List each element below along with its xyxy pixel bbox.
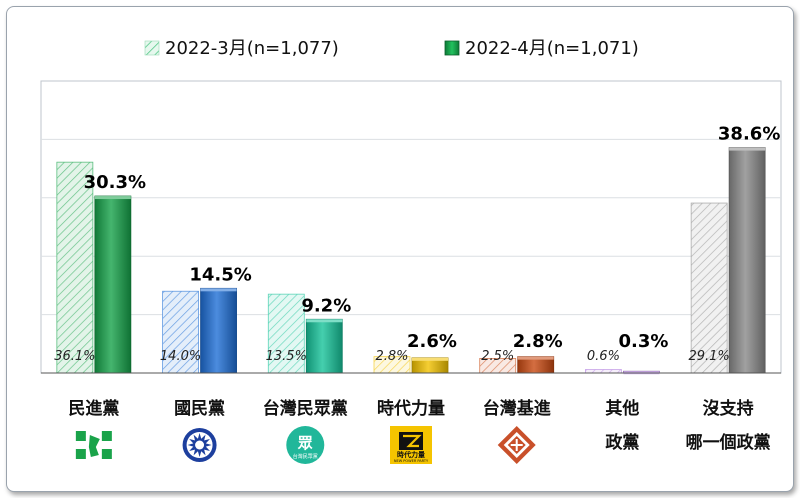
category-label-4: 台灣基進 [483,398,551,419]
npp-logo-subtext: NEW POWER PARTY [394,459,429,463]
value-label-march-0: 36.1% [54,349,95,364]
category-label-6: 沒支持 [703,398,754,419]
bar-march-5 [585,369,622,374]
category-label-5: 其他 [605,398,639,419]
bar-march-0 [56,161,94,374]
bar-april-cap-3 [412,357,448,361]
kmt-logo-icon [182,428,217,462]
category-label-2: 台灣民眾黨 [263,398,348,419]
npp-logo-text: 時代力量 [397,450,425,459]
value-label-march-3: 2.8% [375,349,408,364]
bar-march-6 [690,202,728,374]
party-support-bar-chart: 2022-3月(n=1,077) 2022-4月(n=1,071) 36.1% 3… [40,38,782,464]
tsp-logo-icon [497,426,536,464]
tpp-logo-text: 眾 [297,434,313,452]
bar-april-cap-6 [729,147,766,151]
value-label-april-6: 38.6% [718,124,780,145]
category-label-line2-6: 哪一個政黨 [686,432,771,453]
value-label-march-1: 14.0% [160,349,201,364]
value-label-april-5: 0.3% [618,331,668,352]
bar-april-cap-4 [517,356,554,360]
value-label-march-6: 29.1% [688,349,729,364]
bar-april-cap-1 [200,288,237,292]
bar-april-0 [94,195,132,374]
bar-april-cap-0 [94,196,131,200]
bar-march-1 [162,290,199,374]
tpp-logo-subtext: 台灣民眾黨 [293,453,318,460]
legend-label-april: 2022-4月(n=1,071) [465,38,639,59]
value-label-april-0: 30.3% [84,172,146,193]
legend-label-march: 2022-3月(n=1,077) [165,38,339,59]
value-label-april-1: 14.5% [189,264,251,285]
value-label-march-5: 0.6% [587,349,620,364]
category-label-0: 民進黨 [68,398,119,419]
legend-swatch-march [144,40,160,56]
bar-april-1 [200,287,237,374]
chart-frame: 2022-3月(n=1,077) 2022-4月(n=1,071) 36.1% 3… [6,6,794,492]
category-label-1: 國民黨 [174,398,225,419]
gridlines [41,138,781,316]
value-label-march-2: 13.5% [266,349,307,364]
category-label-3: 時代力量 [377,398,445,419]
value-label-april-4: 2.8% [513,331,563,352]
dpp-logo-icon [75,429,112,461]
value-label-april-3: 2.6% [407,331,457,352]
value-label-april-2: 9.2% [301,295,351,316]
category-label-line2-5: 政黨 [605,432,639,453]
plot-area [40,80,782,374]
value-label-march-4: 2.5% [481,349,514,364]
bar-april-2 [305,318,343,374]
legend: 2022-3月(n=1,077) 2022-4月(n=1,071) [144,38,639,59]
legend-swatch-april [444,40,460,56]
bar-april-cap-2 [306,319,343,323]
value-labels: 36.1%30.3%14.0%14.5%13.5%9.2%2.8%2.6%2.5… [54,124,780,364]
bar-april-6 [728,147,766,374]
